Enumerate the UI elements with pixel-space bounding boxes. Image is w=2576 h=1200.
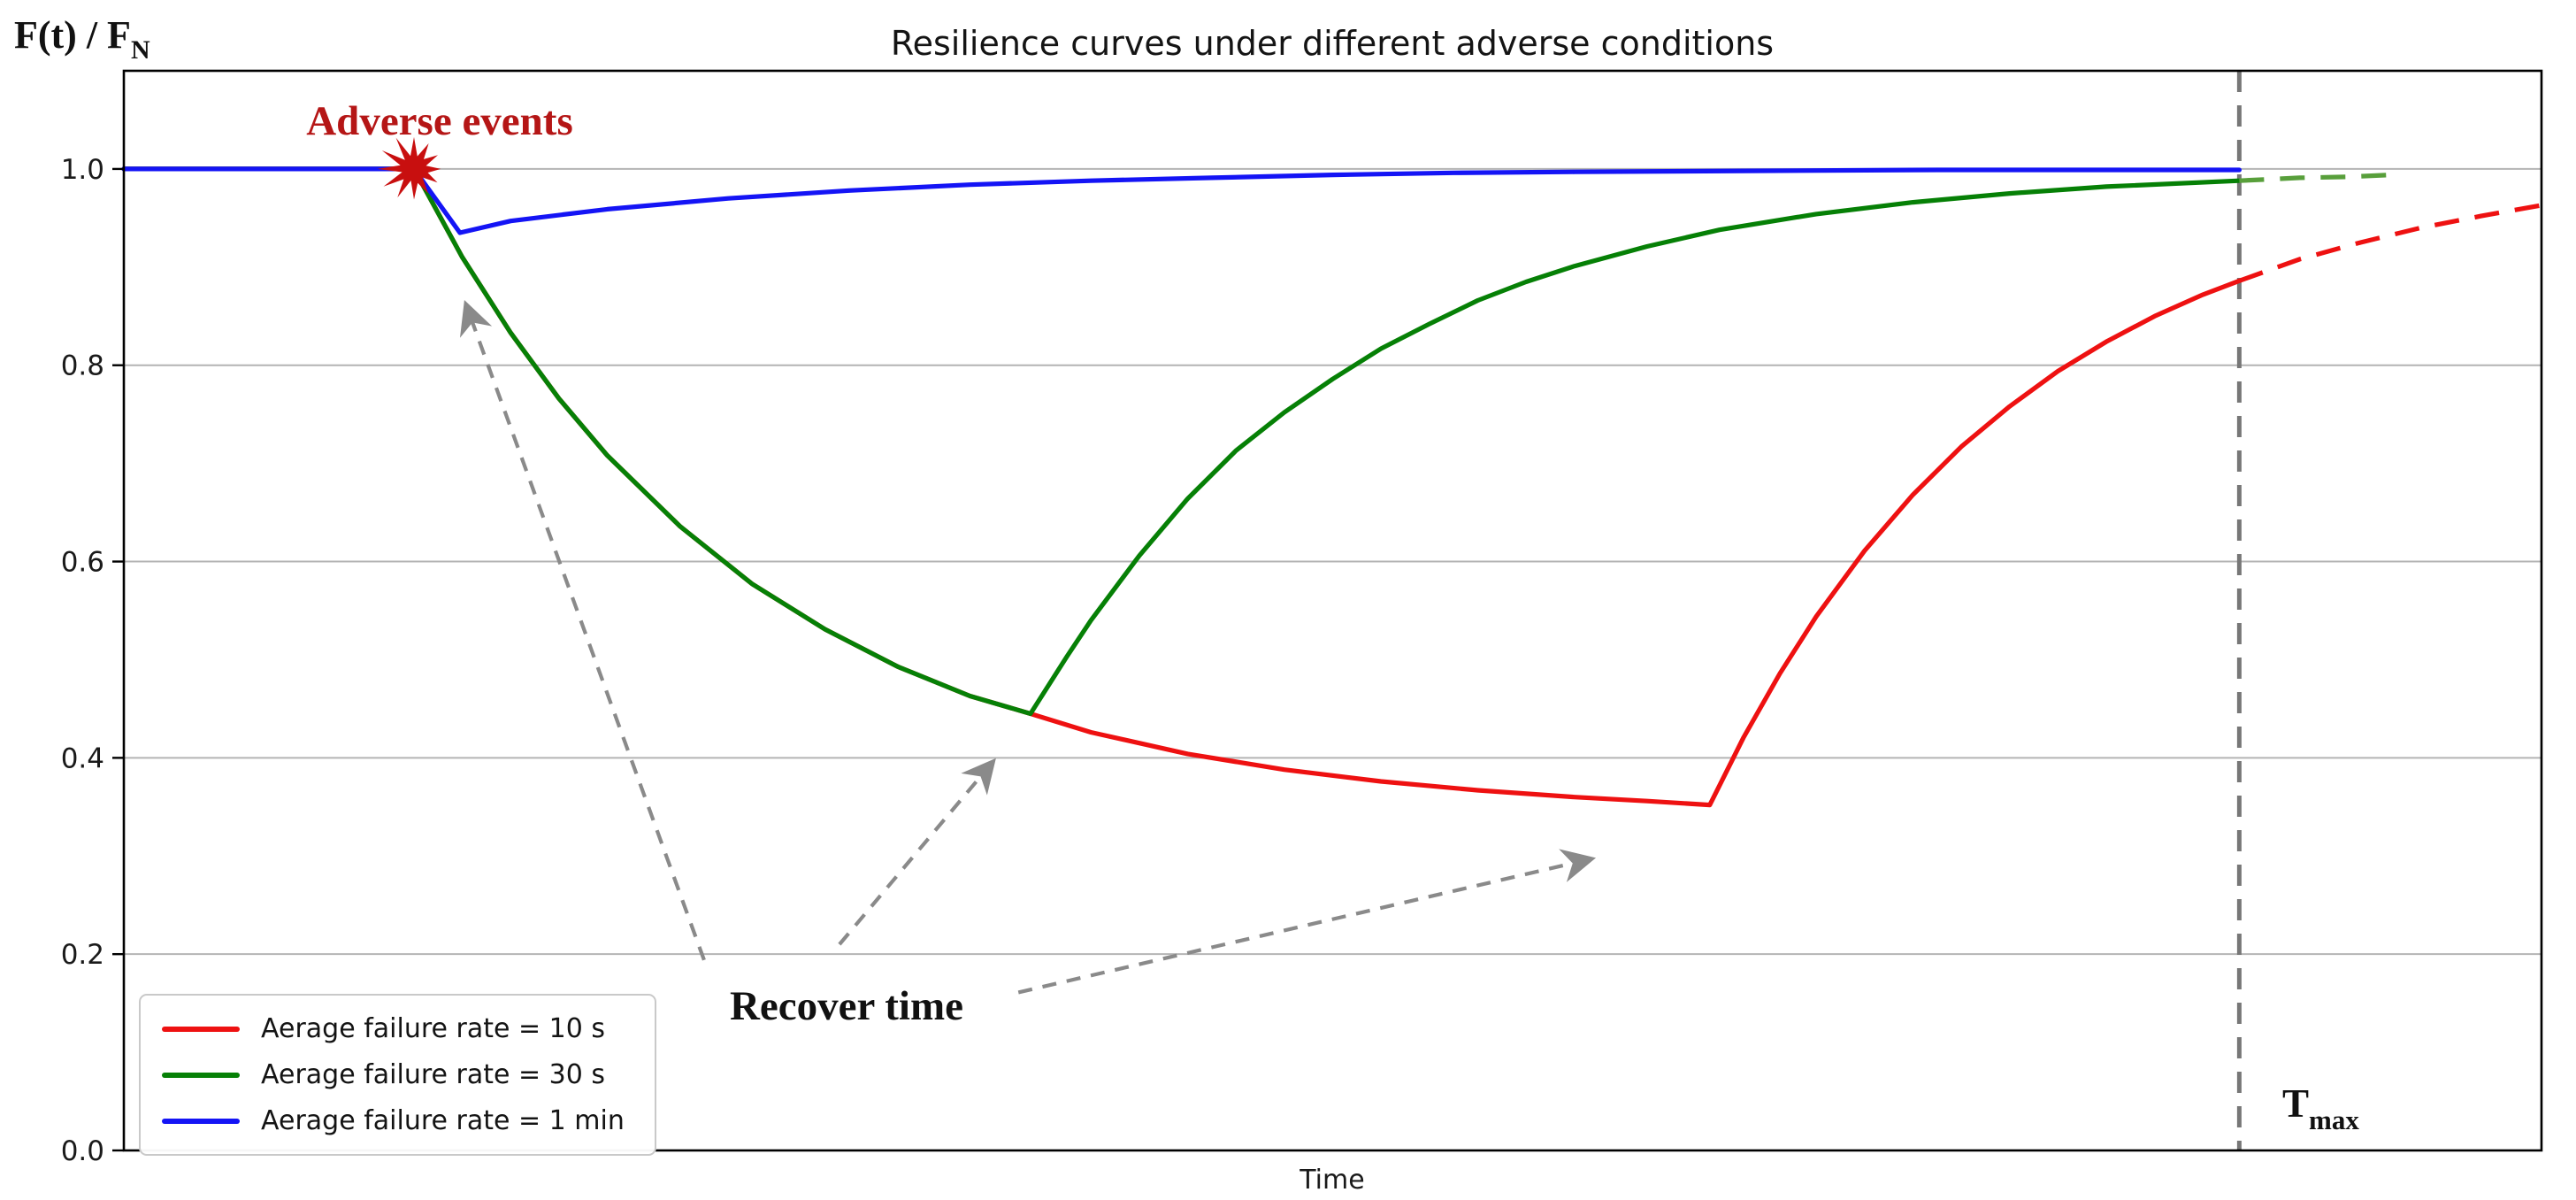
- curve-aerage-failure-rate-10-s: [121, 166, 2242, 808]
- legend-line-swatch: [162, 1072, 240, 1078]
- curve-dashed-projection: [2238, 203, 2542, 283]
- y-tick-label: 0.8: [61, 350, 104, 382]
- legend-line-swatch: [162, 1118, 240, 1124]
- legend-row: Aerage failure rate = 1 min: [162, 1105, 625, 1136]
- tmax-label-main: T: [2282, 1081, 2309, 1126]
- adverse-events-annotation: Adverse events: [306, 98, 573, 144]
- legend-line-swatch: [162, 1026, 240, 1032]
- legend-label: Aerage failure rate = 10 s: [261, 1013, 605, 1044]
- plot-border: [122, 69, 2543, 1152]
- adverse-event-starburst-icon: [377, 136, 441, 200]
- annotation-arrows: [459, 300, 1597, 995]
- recover-time-arrow: [838, 758, 996, 946]
- recover-time-annotation: Recover time: [730, 983, 963, 1029]
- recover-time-arrow: [459, 300, 706, 961]
- y-tick-label: 1.0: [61, 154, 104, 186]
- y-tick-label: 0.6: [61, 547, 104, 579]
- y-tick-label: 0.4: [61, 742, 104, 774]
- y-axis-ticks: 0.0 0.2 0.4 0.6 0.8 1.0: [61, 154, 124, 1167]
- data-curves: [121, 166, 2542, 808]
- curve-aerage-failure-rate-1-min: [121, 166, 2242, 235]
- event-marker-layer: [377, 136, 441, 200]
- chart-title: Resilience curves under different advers…: [891, 24, 1774, 63]
- legend-row: Aerage failure rate = 30 s: [162, 1059, 625, 1090]
- y-tick-label: 0.0: [61, 1135, 104, 1167]
- legend: Aerage failure rate = 10 s Aerage failure…: [139, 994, 656, 1156]
- y-tick-label: 0.2: [61, 939, 104, 971]
- tmax-label: Tmax: [2282, 1081, 2359, 1135]
- curve-aerage-failure-rate-30-s: [121, 166, 2242, 717]
- legend-label: Aerage failure rate = 30 s: [261, 1059, 605, 1090]
- recover-time-arrow: [1017, 849, 1597, 995]
- curve-dashed-projection: [2239, 173, 2392, 183]
- y-axis-label-subscript: N: [131, 35, 150, 65]
- x-axis-label: Time: [1299, 1165, 1364, 1196]
- legend-row: Aerage failure rate = 10 s: [162, 1013, 625, 1044]
- y-axis-label-main: F(t) / F: [14, 13, 131, 57]
- y-axis-label: F(t) / FN: [14, 13, 150, 65]
- legend-label: Aerage failure rate = 1 min: [261, 1105, 625, 1136]
- tmax-label-subscript: max: [2309, 1104, 2359, 1135]
